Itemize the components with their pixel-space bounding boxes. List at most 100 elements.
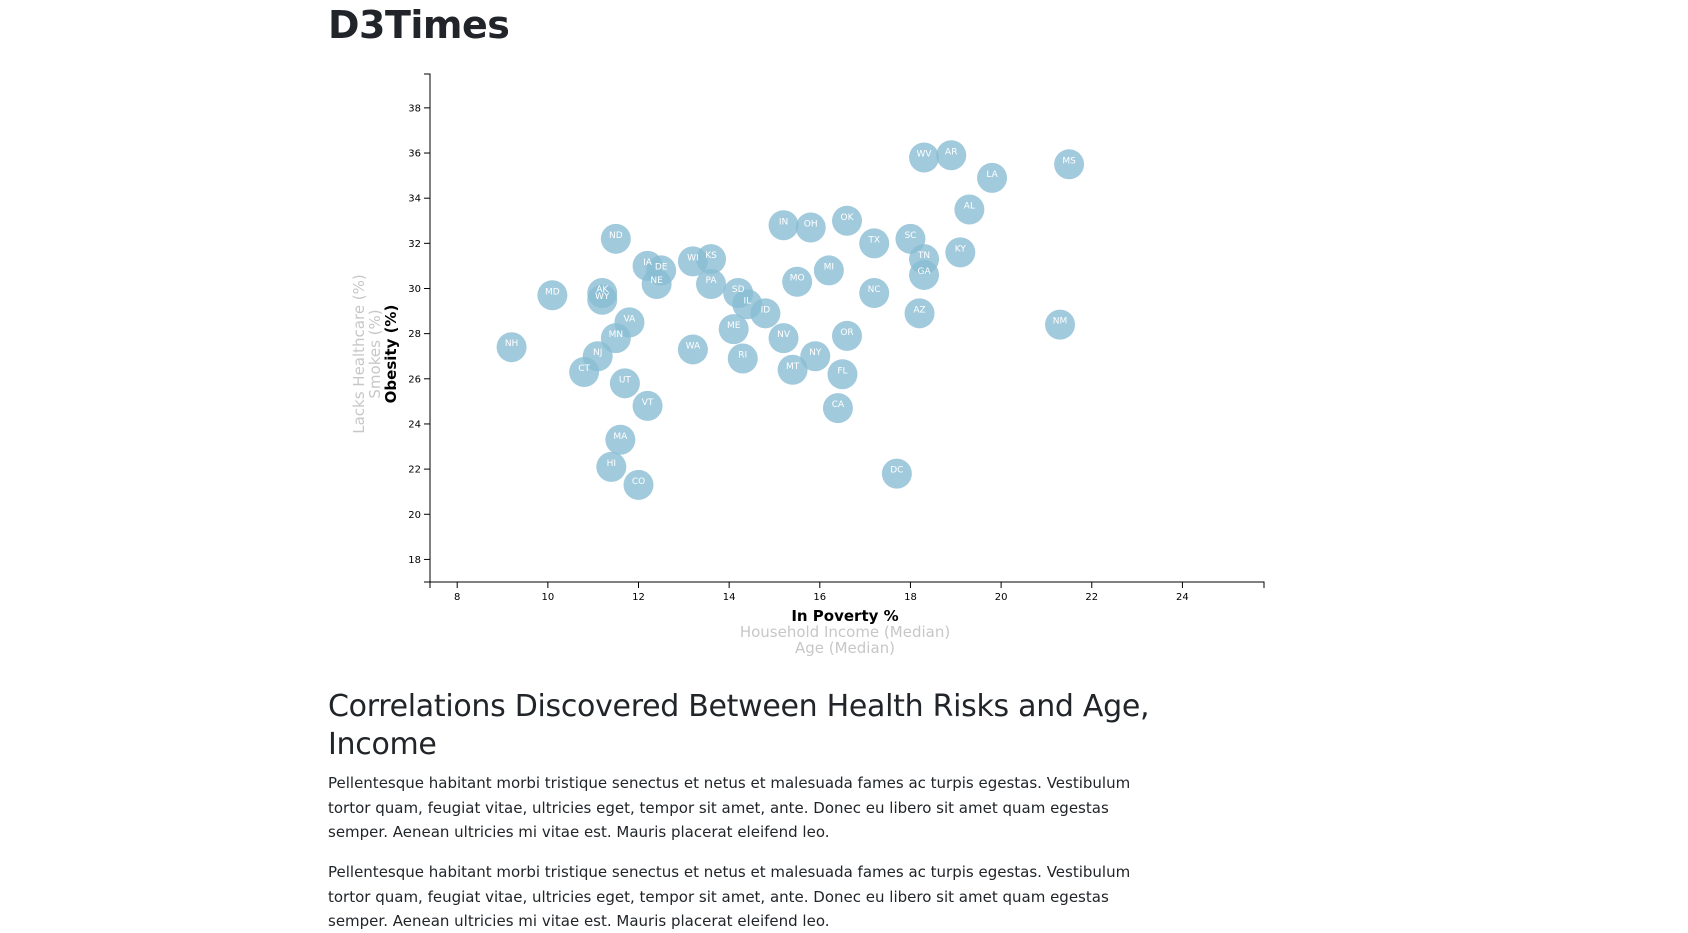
state-label-tn: TN: [917, 251, 930, 261]
state-label-wv: WV: [917, 150, 933, 160]
x-tick-label: 10: [541, 592, 554, 603]
state-label-nm: NM: [1053, 317, 1068, 327]
state-point-in[interactable]: [768, 210, 799, 241]
state-point-me[interactable]: [718, 314, 749, 345]
state-label-pa: PA: [706, 276, 718, 286]
y-axis-title-smokes[interactable]: Smokes (%): [366, 309, 384, 398]
state-point-nv[interactable]: [768, 323, 799, 354]
state-label-or: OR: [840, 328, 853, 338]
state-point-id[interactable]: [750, 298, 781, 329]
state-label-la: LA: [986, 170, 998, 180]
state-point-mt[interactable]: [777, 354, 808, 385]
state-point-ms[interactable]: [1054, 149, 1085, 180]
state-point-nm[interactable]: [1045, 309, 1076, 340]
state-label-ia: IA: [643, 258, 653, 268]
state-point-ny[interactable]: [800, 341, 831, 372]
state-point-oh[interactable]: [795, 212, 826, 243]
state-label-mo: MO: [790, 274, 805, 284]
state-point-md[interactable]: [537, 280, 568, 311]
state-point-nh[interactable]: [496, 332, 527, 363]
state-label-co: CO: [632, 477, 645, 487]
state-label-fl: FL: [837, 366, 847, 376]
state-point-az[interactable]: [904, 298, 935, 329]
state-point-ar[interactable]: [936, 140, 967, 171]
state-label-al: AL: [964, 201, 975, 211]
state-point-fl[interactable]: [827, 359, 858, 390]
y-tick-label: 22: [408, 465, 421, 476]
x-tick-label: 22: [1085, 592, 1098, 603]
state-point-hi[interactable]: [596, 451, 627, 482]
state-label-sd: SD: [732, 285, 745, 295]
state-label-vt: VT: [642, 398, 654, 408]
state-label-wy: WY: [595, 292, 610, 302]
state-point-ky[interactable]: [945, 237, 976, 268]
state-point-co[interactable]: [623, 469, 654, 500]
state-point-nc[interactable]: [859, 278, 890, 309]
state-point-de[interactable]: [646, 255, 677, 286]
state-point-ca[interactable]: [822, 393, 853, 424]
state-point-dc[interactable]: [881, 458, 912, 489]
state-point-ks[interactable]: [696, 244, 727, 275]
state-label-ok: OK: [841, 213, 855, 223]
state-label-ky: KY: [955, 244, 967, 254]
state-point-al[interactable]: [954, 194, 985, 225]
x-axis-title-income[interactable]: Household Income (Median): [740, 623, 950, 641]
state-point-vt[interactable]: [632, 390, 663, 421]
state-label-il: IL: [743, 296, 751, 306]
state-point-mo[interactable]: [782, 266, 813, 297]
x-tick-label: 14: [723, 592, 736, 603]
state-point-wa[interactable]: [677, 334, 708, 365]
state-label-ma: MA: [613, 432, 628, 442]
state-point-ut[interactable]: [609, 368, 640, 399]
state-label-nh: NH: [505, 339, 519, 349]
x-tick-label: 8: [454, 592, 460, 603]
state-point-ok[interactable]: [832, 205, 862, 236]
state-label-ar: AR: [945, 147, 957, 157]
state-point-tx[interactable]: [859, 228, 890, 259]
state-point-or[interactable]: [832, 320, 862, 351]
y-tick-label: 20: [408, 510, 421, 521]
article-title: Correlations Discovered Between Health R…: [328, 689, 1150, 762]
state-label-de: DE: [655, 262, 668, 272]
x-tick-label: 12: [632, 592, 645, 603]
state-label-ms: MS: [1062, 156, 1076, 166]
state-point-la[interactable]: [977, 162, 1008, 193]
state-point-mi[interactable]: [813, 255, 844, 286]
state-label-wa: WA: [686, 341, 701, 351]
x-axis-title-poverty[interactable]: In Poverty %: [791, 607, 898, 625]
state-point-nd[interactable]: [600, 223, 631, 254]
state-point-va[interactable]: [614, 307, 645, 338]
y-tick-label: 38: [408, 103, 421, 114]
state-label-ny: NY: [809, 348, 822, 358]
y-tick-label: 18: [408, 555, 421, 566]
state-label-ri: RI: [738, 350, 747, 360]
y-axis-title-healthcare[interactable]: Lacks Healthcare (%): [350, 274, 368, 434]
x-axis-title-age[interactable]: Age (Median): [795, 639, 895, 657]
state-point-wy[interactable]: [587, 284, 618, 315]
state-label-id: ID: [761, 305, 771, 315]
article-paragraph: Pellentesque habitant morbi tristique se…: [328, 774, 1131, 841]
state-label-mn: MN: [609, 330, 624, 340]
x-axis: 8 10 12 14 16 18 20 22 24: [429, 581, 1265, 603]
state-point-ma[interactable]: [605, 424, 636, 455]
state-label-ak: AK: [596, 285, 609, 295]
state-label-ut: UT: [619, 375, 632, 385]
y-axis-title-obesity[interactable]: Obesity (%): [382, 305, 400, 404]
state-label-va: VA: [624, 314, 637, 324]
article-paragraph: Pellentesque habitant morbi tristique se…: [328, 863, 1131, 930]
y-tick-label: 32: [408, 239, 421, 250]
y-tick-label: 28: [408, 329, 421, 340]
state-label-oh: OH: [804, 220, 818, 230]
state-point-ga[interactable]: [909, 259, 940, 290]
state-label-ga: GA: [917, 267, 931, 277]
state-label-sc: SC: [904, 231, 916, 241]
state-label-ks: KS: [705, 251, 717, 261]
x-axis-line: [429, 581, 1265, 588]
state-point-pa[interactable]: [696, 268, 727, 299]
state-point-ri[interactable]: [727, 343, 758, 374]
state-label-mi: MI: [824, 262, 834, 272]
state-point-wv[interactable]: [909, 142, 940, 173]
state-label-nj: NJ: [593, 348, 602, 358]
